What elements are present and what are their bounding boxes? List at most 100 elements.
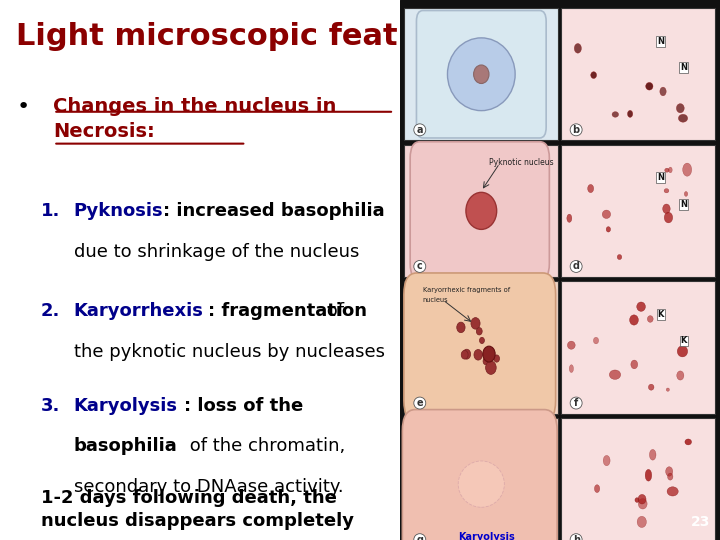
Ellipse shape (678, 346, 688, 357)
Text: 1.: 1. (41, 202, 60, 220)
Ellipse shape (602, 210, 611, 219)
Ellipse shape (660, 87, 666, 96)
Ellipse shape (628, 110, 633, 117)
Text: •: • (17, 97, 30, 117)
Ellipse shape (612, 112, 618, 117)
Ellipse shape (588, 185, 594, 193)
Ellipse shape (466, 192, 497, 230)
Ellipse shape (638, 495, 646, 504)
Text: N: N (657, 173, 665, 183)
Text: d: d (572, 261, 580, 272)
Ellipse shape (676, 104, 684, 113)
Ellipse shape (662, 204, 670, 213)
Ellipse shape (685, 439, 691, 445)
Ellipse shape (463, 349, 471, 359)
Ellipse shape (645, 469, 652, 481)
Ellipse shape (474, 349, 482, 360)
FancyBboxPatch shape (404, 273, 556, 422)
Ellipse shape (603, 455, 610, 466)
Ellipse shape (617, 254, 622, 260)
Text: nucleus: nucleus (423, 297, 449, 303)
Ellipse shape (471, 318, 480, 329)
Ellipse shape (646, 83, 653, 90)
Ellipse shape (593, 338, 598, 344)
Ellipse shape (637, 516, 647, 528)
Ellipse shape (483, 346, 495, 362)
Text: N: N (680, 200, 688, 209)
Ellipse shape (635, 498, 639, 502)
Ellipse shape (567, 341, 575, 349)
Text: of: of (321, 302, 344, 320)
Ellipse shape (631, 360, 638, 369)
Ellipse shape (678, 114, 688, 122)
Ellipse shape (485, 361, 496, 374)
Ellipse shape (665, 212, 672, 223)
Ellipse shape (666, 388, 670, 392)
Ellipse shape (684, 192, 688, 197)
Text: secondary to DNAase activity.: secondary to DNAase activity. (74, 478, 343, 496)
Text: basophilia: basophilia (74, 437, 178, 455)
Ellipse shape (647, 316, 653, 322)
Text: Light microscopic features: Light microscopic features (17, 22, 474, 51)
Text: the pyknotic nucleus by nucleases: the pyknotic nucleus by nucleases (74, 343, 385, 361)
Ellipse shape (629, 315, 639, 325)
Ellipse shape (480, 338, 485, 343)
Ellipse shape (636, 302, 645, 312)
Text: 3.: 3. (41, 397, 60, 415)
FancyBboxPatch shape (561, 281, 714, 414)
Ellipse shape (567, 214, 572, 222)
Text: Pyknotic nucleus: Pyknotic nucleus (489, 158, 554, 167)
Ellipse shape (664, 188, 669, 193)
Ellipse shape (639, 498, 647, 509)
FancyBboxPatch shape (405, 281, 558, 414)
Ellipse shape (462, 350, 468, 359)
Ellipse shape (458, 461, 505, 507)
Ellipse shape (649, 384, 654, 390)
Text: Karyolysis: Karyolysis (74, 397, 178, 415)
Text: Changes in the nucleus in
Necrosis:: Changes in the nucleus in Necrosis: (53, 97, 337, 141)
Text: Karyorrhexis: Karyorrhexis (74, 302, 204, 320)
Ellipse shape (456, 322, 465, 333)
Ellipse shape (609, 370, 621, 380)
Ellipse shape (474, 65, 489, 84)
Text: a: a (417, 125, 423, 135)
Text: e: e (416, 398, 423, 408)
Ellipse shape (570, 364, 573, 373)
FancyBboxPatch shape (410, 142, 549, 280)
Ellipse shape (447, 38, 515, 111)
Text: 1-2 days following death, the
nucleus disappears completely: 1-2 days following death, the nucleus di… (41, 489, 354, 530)
FancyBboxPatch shape (405, 8, 558, 140)
Text: K: K (657, 310, 664, 319)
Ellipse shape (606, 227, 611, 232)
FancyBboxPatch shape (405, 145, 558, 277)
Ellipse shape (494, 355, 500, 362)
FancyBboxPatch shape (561, 8, 714, 140)
Text: Karyolysis: Karyolysis (458, 532, 515, 540)
Text: 2.: 2. (41, 302, 60, 320)
FancyBboxPatch shape (402, 409, 557, 540)
FancyBboxPatch shape (561, 145, 714, 277)
Text: g: g (416, 535, 423, 540)
FancyBboxPatch shape (400, 0, 720, 540)
Text: Karyorrhexic fragments of: Karyorrhexic fragments of (423, 287, 510, 293)
Text: N: N (680, 63, 688, 72)
Text: N: N (657, 37, 665, 46)
FancyBboxPatch shape (416, 11, 546, 138)
FancyBboxPatch shape (561, 418, 714, 540)
Ellipse shape (575, 44, 582, 53)
Text: b: b (572, 125, 580, 135)
Text: Pyknosis: Pyknosis (74, 202, 163, 220)
Ellipse shape (683, 163, 692, 176)
Text: : increased basophilia: : increased basophilia (163, 202, 385, 220)
Text: K: K (680, 336, 687, 346)
Ellipse shape (483, 357, 489, 364)
Ellipse shape (590, 72, 597, 78)
Ellipse shape (666, 467, 672, 476)
FancyBboxPatch shape (405, 418, 558, 540)
Text: h: h (572, 535, 580, 540)
Ellipse shape (477, 328, 482, 335)
Ellipse shape (667, 487, 678, 496)
Text: f: f (574, 398, 578, 408)
Ellipse shape (649, 449, 656, 460)
Ellipse shape (595, 485, 600, 492)
